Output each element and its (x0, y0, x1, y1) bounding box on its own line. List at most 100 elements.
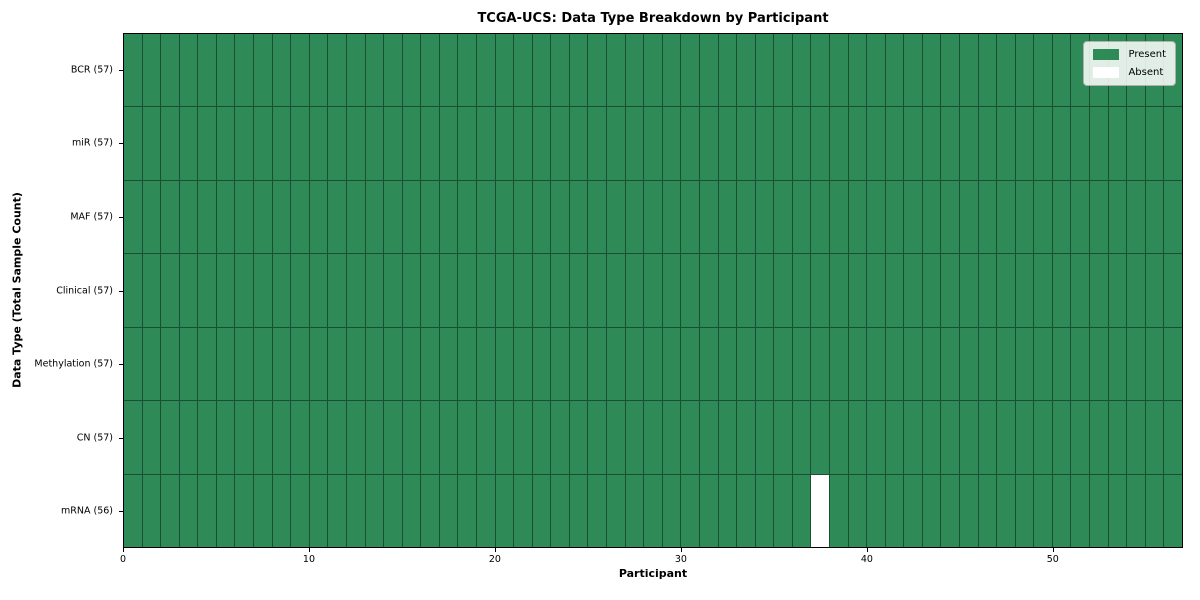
cell-present (774, 474, 793, 547)
cell-present (960, 34, 979, 107)
cell-present (792, 401, 812, 474)
cell-present (179, 180, 199, 254)
cell-present (439, 180, 459, 254)
cell-present (402, 34, 422, 107)
cell-present (718, 254, 738, 327)
cell-present (551, 474, 570, 547)
cell-present (235, 474, 255, 547)
cell-present (421, 327, 440, 401)
cell-present (124, 180, 143, 254)
cell-present (179, 474, 199, 547)
heatmap-row-miR (124, 107, 1182, 181)
cell-present (1071, 474, 1091, 547)
cell-present (1015, 107, 1035, 180)
cell-present (365, 34, 385, 107)
cell-present (588, 327, 608, 401)
cell-present (384, 254, 403, 327)
cell-present (328, 327, 347, 401)
cell-present (309, 34, 329, 107)
cell-present (328, 401, 347, 474)
cell-present (161, 107, 180, 180)
cell-present (885, 107, 905, 180)
cell-present (1090, 254, 1109, 327)
cell-present (978, 401, 998, 474)
cell-present (811, 327, 830, 401)
cell-present (848, 34, 868, 107)
cell-present (1034, 474, 1053, 547)
cell-present (1090, 327, 1109, 401)
cell-present (309, 327, 329, 401)
cell-present (476, 34, 496, 107)
cell-present (737, 34, 756, 107)
cell-present (755, 401, 775, 474)
cell-present (718, 107, 738, 180)
cell-present (198, 254, 217, 327)
cell-present (829, 107, 849, 180)
cell-present (1034, 401, 1053, 474)
cell-present (1108, 254, 1128, 327)
ytick-label-mRNA: mRNA (56) (61, 505, 113, 517)
cell-present (569, 180, 589, 254)
cell-present (1052, 107, 1072, 180)
cell-present (588, 107, 608, 180)
cell-present (867, 254, 886, 327)
cell-present (941, 107, 961, 180)
cell-present (699, 254, 719, 327)
cell-present (254, 180, 273, 254)
cell-present (402, 180, 422, 254)
cell-present (476, 401, 496, 474)
cell-present (941, 401, 961, 474)
cell-present (774, 327, 793, 401)
cell-present (291, 254, 310, 327)
cell-present (346, 180, 366, 254)
legend-item-present: Present (1093, 49, 1166, 60)
cell-present (198, 401, 217, 474)
cell-present (235, 254, 255, 327)
cell-present (328, 107, 347, 180)
ytick-mark (119, 290, 123, 292)
cell-present (681, 180, 700, 254)
cell-present (885, 34, 905, 107)
cell-present (681, 254, 700, 327)
cell-present (402, 254, 422, 327)
cell-present (1052, 401, 1072, 474)
cell-present (607, 34, 626, 107)
cell-present (476, 327, 496, 401)
cell-present (662, 254, 682, 327)
cell-present (495, 34, 515, 107)
cell-present (867, 327, 886, 401)
cell-present (607, 180, 626, 254)
cell-present (1164, 180, 1182, 254)
cell-present (346, 107, 366, 180)
ytick-label-Methylation: Methylation (57) (34, 358, 113, 370)
cell-present (811, 401, 830, 474)
cell-present (1127, 254, 1146, 327)
cell-present (644, 180, 663, 254)
cell-present (254, 401, 273, 474)
cell-present (997, 401, 1016, 474)
cell-present (1071, 401, 1091, 474)
cell-present (161, 34, 180, 107)
cell-present (346, 401, 366, 474)
cell-present (625, 34, 645, 107)
cell-present (1164, 107, 1182, 180)
cell-present (978, 180, 998, 254)
cell-present (755, 474, 775, 547)
x-axis-label: Participant (618, 567, 688, 580)
cell-present (960, 107, 979, 180)
cell-present (644, 254, 663, 327)
cell-present (439, 401, 459, 474)
cell-present (848, 254, 868, 327)
cell-present (439, 474, 459, 547)
cell-present (699, 34, 719, 107)
cell-present (235, 401, 255, 474)
cell-present (829, 180, 849, 254)
cell-present (124, 401, 143, 474)
cell-present (402, 107, 422, 180)
cell-present (625, 327, 645, 401)
cell-present (904, 34, 923, 107)
cell-present (551, 180, 570, 254)
cell-present (922, 327, 942, 401)
cell-present (885, 327, 905, 401)
cell-present (272, 401, 292, 474)
